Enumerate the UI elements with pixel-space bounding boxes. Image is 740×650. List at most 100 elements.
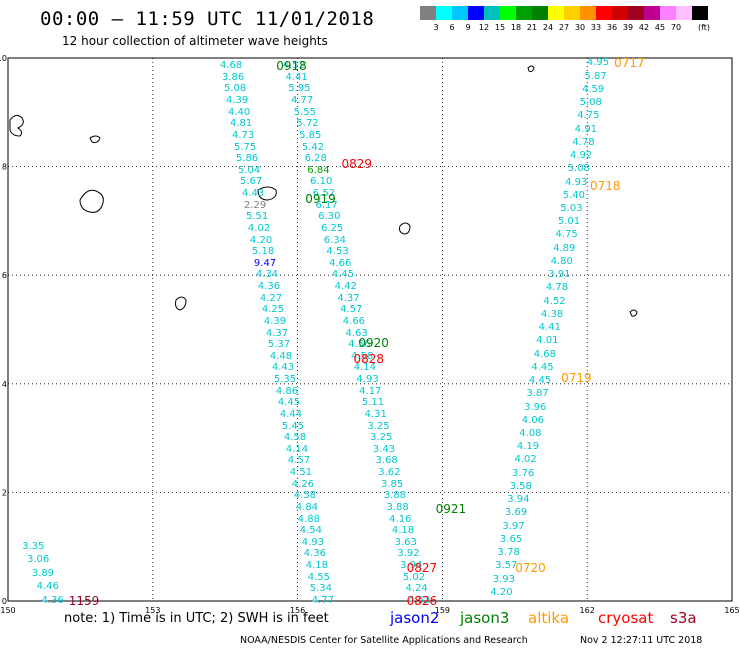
wave-height-label: 4.93 xyxy=(356,374,379,386)
wave-height-label: 5.08 xyxy=(567,163,590,175)
wave-height-label: 4.14 xyxy=(285,443,309,455)
wave-height-label: 5.67 xyxy=(239,176,263,188)
wave-height-label: 5.08 xyxy=(579,97,602,109)
color-bar-tick: 42 xyxy=(638,23,650,32)
wave-height-label: 5.35 xyxy=(273,374,297,386)
pass-time-label: 0717 xyxy=(614,56,645,71)
wave-height-label: 4.55 xyxy=(307,571,330,583)
pass-time-label: 0718 xyxy=(590,178,621,193)
wave-height-label: 3.87 xyxy=(526,388,549,400)
wave-height-label: 4.20 xyxy=(249,234,273,246)
wave-height-label: 5.42 xyxy=(301,141,325,153)
color-bar-tick: 27 xyxy=(558,23,570,32)
wave-height-label: 3.35 xyxy=(22,540,45,552)
wave-height-label: 4.20 xyxy=(490,586,513,598)
wave-height-label: 4.95 xyxy=(586,57,610,69)
wave-height-label: 4.58 xyxy=(283,432,307,444)
wave-height-label: 4.37 xyxy=(265,327,289,339)
wave-height-label: 4.42 xyxy=(334,281,357,293)
wave-height-label: 4.51 xyxy=(289,467,313,479)
color-swatch xyxy=(676,6,692,20)
wave-height-label: 3.62 xyxy=(378,467,401,479)
island-outline xyxy=(9,114,24,137)
wave-height-label: 5.40 xyxy=(562,189,585,201)
island-outline xyxy=(629,309,638,317)
color-bar-tick: 6 xyxy=(449,23,455,32)
wave-height-label: 3.85 xyxy=(380,478,404,490)
wave-height-label: 4.75 xyxy=(577,110,600,122)
wave-height-label: 4.17 xyxy=(359,385,382,397)
wave-height-label: 4.36 xyxy=(41,595,64,606)
wave-height-label: 4.34 xyxy=(255,269,279,281)
footer-credit: NOAA/NESDIS Center for Satellite Applica… xyxy=(240,635,528,646)
color-bar-tick: 9 xyxy=(465,23,471,32)
satellite-legend-item: s3a xyxy=(670,609,697,627)
wave-height-label: 4.66 xyxy=(329,257,352,269)
wave-height-label: 4.57 xyxy=(287,455,311,467)
wave-height-label: 3.69 xyxy=(504,507,528,519)
satellite-legend-item: jason3 xyxy=(460,609,510,627)
y-tick-label: 2 xyxy=(2,488,7,497)
color-swatch xyxy=(484,6,500,20)
color-bar-unit: (ft) xyxy=(698,23,711,32)
wave-height-label: 6.25 xyxy=(320,222,344,234)
wave-height-label: 4.27 xyxy=(259,292,283,304)
x-tick-label: 165 xyxy=(724,606,739,615)
wave-height-label: 3.57 xyxy=(495,560,518,572)
wave-height-label: 6.10 xyxy=(310,176,333,188)
map-frame xyxy=(7,57,733,602)
wave-height-label: 4.59 xyxy=(582,83,605,95)
wave-height-label: 5.45 xyxy=(281,420,305,432)
color-bar-tick: 21 xyxy=(526,23,538,32)
color-swatch xyxy=(548,6,564,20)
wave-height-label: 3.63 xyxy=(394,536,417,548)
wave-height-label: 4.06 xyxy=(521,414,544,426)
wave-height-label: 6.17 xyxy=(315,199,338,211)
wave-height-label: 3.94 xyxy=(507,494,530,506)
wave-height-label: 4.92 xyxy=(569,150,593,162)
wave-height-label: 4.16 xyxy=(389,513,412,525)
wave-height-label: 5.87 xyxy=(584,70,607,82)
color-swatch xyxy=(436,6,452,20)
wave-height-label: 4.18 xyxy=(305,560,329,572)
color-swatch xyxy=(500,6,516,20)
wave-height-label: 5.51 xyxy=(245,211,269,223)
wave-height-label: 4.66 xyxy=(342,315,366,327)
wave-height-label: 4.45 xyxy=(528,375,552,387)
color-bar-tick: 30 xyxy=(574,23,586,32)
color-swatch xyxy=(596,6,612,20)
color-bar-tick: 15 xyxy=(494,23,506,32)
color-swatch xyxy=(660,6,676,20)
island-outline xyxy=(79,189,104,213)
x-tick-label: 159 xyxy=(435,606,450,615)
pass-time-label: 0919 xyxy=(305,192,336,207)
y-tick-label: 4 xyxy=(2,380,7,389)
wave-height-label: 4.45 xyxy=(531,361,554,373)
wave-height-label: 5.37 xyxy=(267,339,291,351)
wave-height-label: 4.93 xyxy=(565,176,588,188)
wave-height-label: 4.36 xyxy=(257,281,281,293)
x-tick-label: 156 xyxy=(290,606,305,615)
island-outline xyxy=(257,186,277,201)
page-title: 00:00 – 11:59 UTC 11/01/2018 xyxy=(40,8,375,30)
page-subtitle: 12 hour collection of altimeter wave hei… xyxy=(62,34,328,48)
wave-height-label: 4.56 xyxy=(348,339,371,351)
color-bar-tick: 24 xyxy=(542,23,554,32)
wave-height-label: 4.78 xyxy=(572,136,595,148)
wave-height-label: 4.52 xyxy=(408,595,431,606)
x-tick-label: 150 xyxy=(0,606,15,615)
pass-time-label: 0920 xyxy=(358,336,389,351)
color-swatch xyxy=(452,6,468,20)
wave-height-label: 3.25 xyxy=(370,432,393,444)
island-outline xyxy=(175,296,187,311)
wave-height-label: 4.93 xyxy=(301,536,325,548)
wave-height-label: 4.88 xyxy=(297,513,321,525)
color-bar-tick: 3 xyxy=(433,23,439,32)
wave-height-label: 4.58 xyxy=(350,350,374,362)
color-bar-tick: 70 xyxy=(670,23,682,32)
wave-height-label: 5.04 xyxy=(237,164,261,176)
wave-height-label: 4.02 xyxy=(247,222,271,234)
satellite-legend-item: jason2 xyxy=(390,609,440,627)
wave-height-label: 2.29 xyxy=(243,199,267,211)
